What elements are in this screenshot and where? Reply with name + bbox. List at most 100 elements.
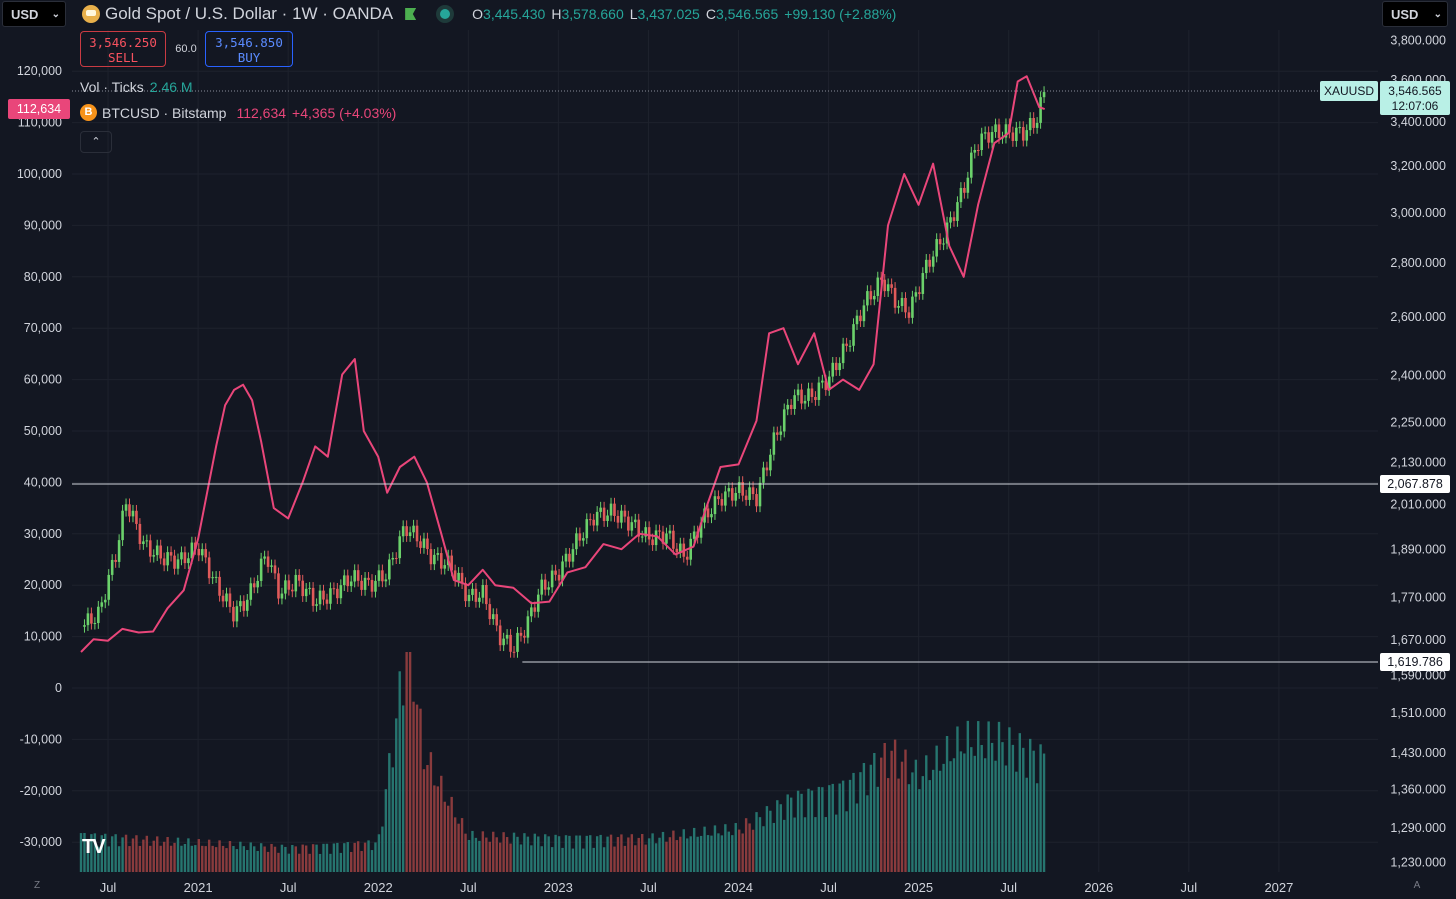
volume-bar	[661, 831, 665, 872]
volume-bar	[492, 831, 495, 872]
candle-body	[145, 540, 149, 542]
candle-body	[225, 593, 228, 602]
corner-left-button[interactable]: Z	[33, 880, 41, 891]
candle-body	[1028, 117, 1032, 131]
time-axis[interactable]: Jul 2021 Jul 2022 Jul 2023 Jul 2024 Jul 2025 Jul 20…	[100, 880, 1294, 895]
candle-body	[1039, 97, 1042, 123]
volume-bar	[540, 846, 543, 872]
candle-body	[436, 553, 440, 555]
volume-bar	[211, 845, 214, 872]
volume-bar	[311, 844, 315, 872]
candle-body	[592, 519, 596, 526]
volume-bar	[949, 761, 952, 872]
candle-body	[613, 503, 616, 516]
volume-bar	[218, 840, 221, 872]
candle-body	[1025, 130, 1029, 141]
candle-body	[616, 515, 620, 523]
candle-body	[266, 556, 270, 567]
volume-bar	[824, 817, 828, 872]
candle-body	[245, 599, 249, 611]
candle-body	[789, 404, 793, 409]
volume-bar	[686, 838, 689, 872]
sell-button[interactable]: 3,546.250 SELL	[80, 31, 166, 67]
volume-bar	[852, 772, 855, 872]
volume-bar	[751, 829, 755, 872]
volume-legend[interactable]: Vol · Ticks 2.46 M	[80, 79, 193, 95]
xau-symbol-label: XAUUSD	[1324, 84, 1374, 98]
xau-price-label-box	[1380, 81, 1450, 115]
volume-bar	[291, 845, 294, 872]
candle-body	[1004, 124, 1008, 138]
volume-bar	[360, 851, 363, 872]
candle-body	[952, 217, 956, 221]
horizontal-lines[interactable]	[72, 90, 1378, 663]
volume-bar	[336, 842, 339, 872]
currency-select-right[interactable]: USD ⌄	[1382, 1, 1448, 27]
left-axis-tick: 50,000	[24, 424, 62, 438]
candle-body	[533, 607, 537, 612]
candle-body	[675, 548, 679, 553]
time-axis-tick: Jul	[100, 880, 117, 895]
volume-bar	[1032, 750, 1035, 872]
candle-body	[776, 432, 779, 435]
market-status-icon[interactable]	[440, 9, 451, 19]
volume-bar	[942, 763, 945, 872]
volume-bar	[803, 817, 807, 872]
time-axis-tick: 2025	[904, 880, 933, 895]
candle-body	[183, 552, 187, 564]
volume-bar	[720, 835, 724, 872]
volume-bar	[204, 846, 207, 872]
bitcoin-icon: B	[80, 104, 97, 121]
volume-bar	[613, 846, 616, 872]
candle-body	[426, 538, 429, 550]
volume-bar	[453, 817, 457, 872]
candle-body	[627, 516, 630, 531]
volume-bar	[460, 818, 464, 872]
btc-change: +4,365 (+4.03%)	[292, 104, 397, 121]
volume-bar	[214, 847, 218, 872]
candle-body	[588, 519, 592, 521]
candle-body	[651, 539, 654, 546]
buy-button[interactable]: 3,546.850 BUY	[205, 31, 293, 67]
candle-body	[685, 556, 689, 560]
left-axis-tick: 120,000	[17, 64, 62, 78]
right-price-axis[interactable]: 3,800.0003,600.0003,400.0003,200.0003,00…	[1390, 34, 1446, 870]
candle-body	[464, 583, 467, 602]
volume-bar	[315, 844, 318, 872]
volume-bar	[301, 844, 304, 872]
candle-body	[942, 243, 945, 245]
candle-body	[859, 315, 862, 322]
volume-bar	[408, 652, 412, 872]
volume-bar	[110, 836, 114, 872]
chevron-up-icon[interactable]: ⌃	[80, 131, 112, 153]
symbol-title[interactable]: Gold Spot / U.S. Dollar · 1W · OANDA	[105, 4, 394, 23]
candle-body	[349, 581, 353, 587]
volume-bar	[630, 834, 634, 872]
volume-bar	[304, 845, 308, 872]
sell-price: 3,546.250	[89, 35, 157, 50]
volume-bar	[918, 789, 921, 872]
candle-body	[367, 577, 370, 580]
volume-bar	[350, 851, 353, 872]
volume-bar	[855, 803, 859, 872]
volume-bar	[197, 839, 200, 872]
flag-icon[interactable]	[405, 8, 417, 20]
volume-bar	[329, 853, 332, 872]
currency-select-left[interactable]: USD ⌄	[2, 1, 66, 27]
volume-bar	[467, 839, 471, 872]
candle-body	[623, 510, 627, 517]
left-axis-tick: 110,000	[18, 116, 62, 130]
left-price-axis[interactable]: 120,000 110,000 100,000 90,000 80,000 70,000 6…	[17, 64, 62, 849]
volume-bar	[731, 835, 734, 872]
btc-legend[interactable]: B BTCUSD · Bitstamp 112,634 +4,365 (+4.0…	[80, 104, 396, 121]
currency-left-label: USD	[11, 7, 39, 22]
volume-bar	[710, 835, 713, 872]
volume-bar	[471, 830, 474, 872]
volume-bar	[848, 779, 852, 872]
candle-body	[200, 549, 204, 556]
candle-body	[751, 487, 755, 495]
auto-scale-button[interactable]: A	[1413, 880, 1421, 891]
tradingview-logo-icon[interactable]: TV	[82, 836, 106, 858]
candle-body	[980, 133, 983, 151]
